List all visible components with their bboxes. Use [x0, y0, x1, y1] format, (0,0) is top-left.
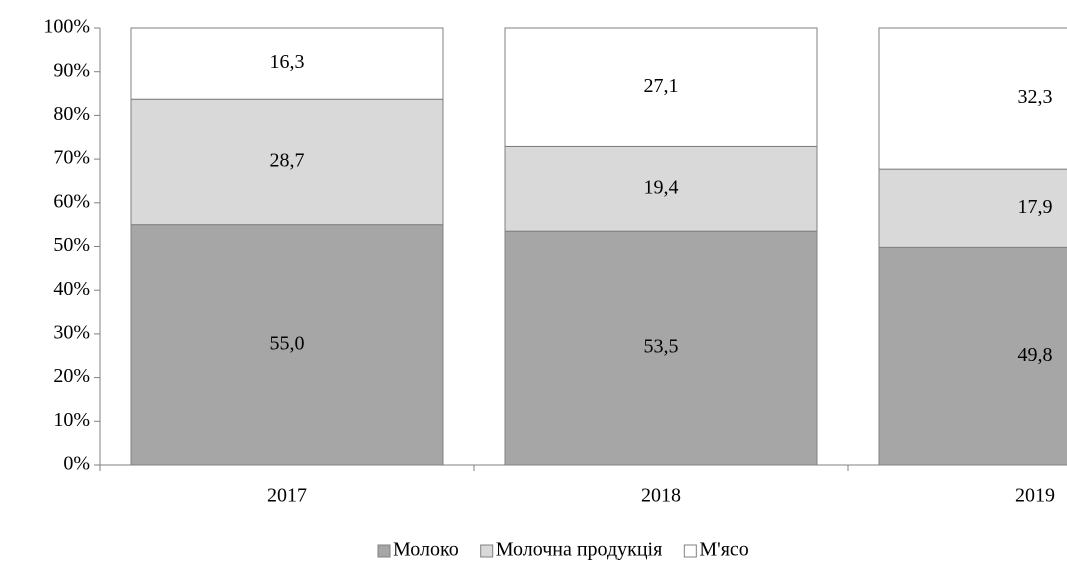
y-tick-label: 100% — [43, 16, 90, 38]
y-tick-label: 40% — [53, 278, 90, 300]
data-label: 16,3 — [270, 51, 305, 73]
data-label: 27,1 — [644, 75, 679, 97]
legend-swatch — [480, 544, 494, 558]
x-tick-label: 2019 — [1015, 485, 1055, 507]
y-tick-label: 10% — [53, 409, 90, 431]
legend-label: М'ясо — [699, 539, 748, 561]
bar-segment — [504, 145, 818, 232]
legend-label: Молоко — [393, 539, 459, 561]
data-label: 19,4 — [644, 176, 679, 198]
data-label: 17,9 — [1018, 196, 1053, 218]
y-tick-label: 30% — [53, 321, 90, 343]
legend-swatch — [377, 544, 391, 558]
y-tick-label: 0% — [63, 453, 90, 475]
bar-segment — [130, 224, 444, 466]
data-label: 28,7 — [270, 150, 305, 172]
bar-segment — [878, 246, 1067, 466]
y-tick-label: 80% — [53, 103, 90, 125]
y-tick-label: 90% — [53, 59, 90, 81]
bar-segment — [504, 230, 818, 466]
legend-swatch — [683, 544, 697, 558]
y-tick-label: 50% — [53, 234, 90, 256]
data-label: 49,8 — [1018, 344, 1053, 366]
legend-label: Молочна продукція — [496, 539, 663, 561]
data-label: 53,5 — [644, 336, 679, 358]
data-label: 32,3 — [1018, 86, 1053, 108]
y-tick-label: 20% — [53, 365, 90, 387]
bar-segment — [130, 98, 444, 226]
bar-segment — [878, 27, 1067, 170]
bar-segment — [504, 27, 818, 147]
y-tick-label: 60% — [53, 190, 90, 212]
x-tick-label: 2017 — [267, 485, 307, 507]
x-tick-label: 2018 — [641, 485, 681, 507]
bar-segment — [130, 27, 444, 100]
y-tick-label: 70% — [53, 147, 90, 169]
data-label: 55,0 — [270, 332, 305, 354]
